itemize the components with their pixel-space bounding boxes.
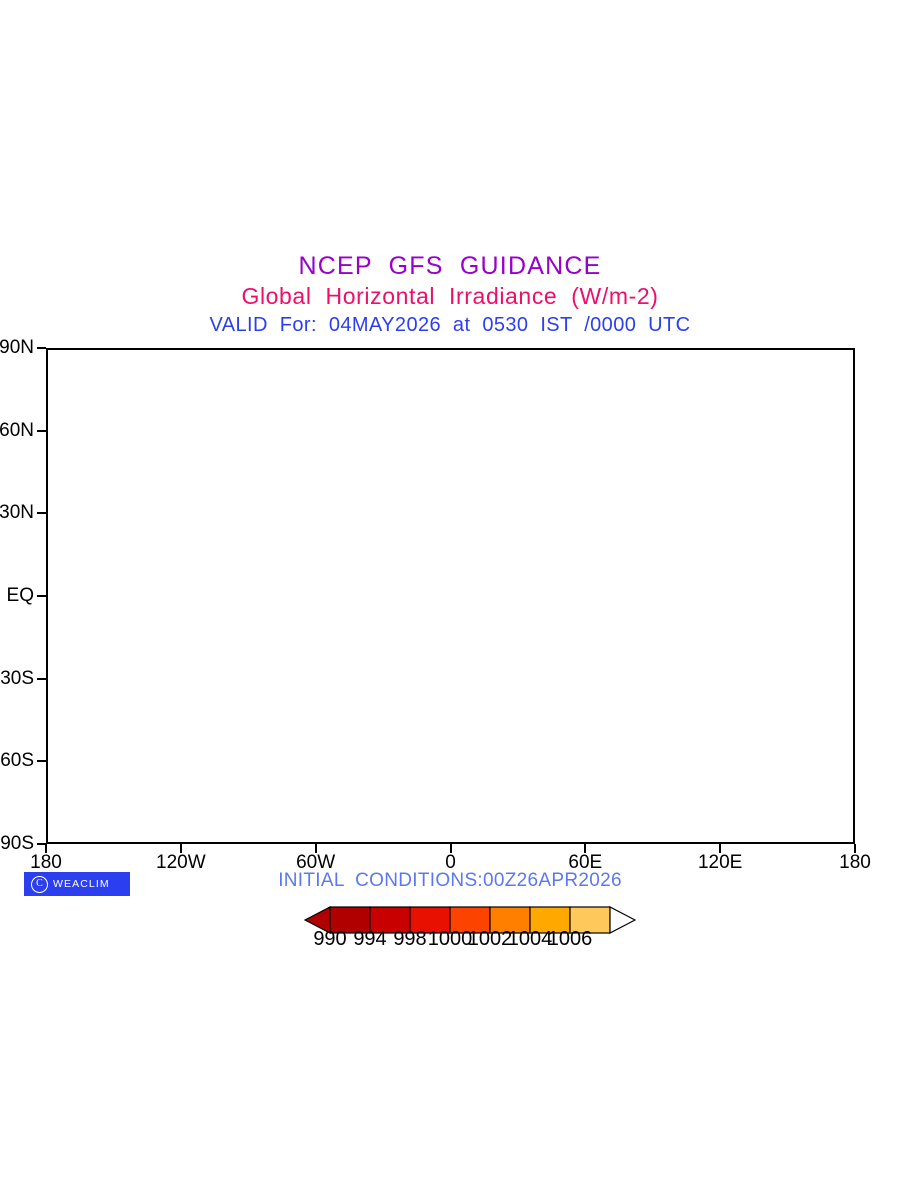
colorbar-tick-label: 1004 <box>507 928 553 950</box>
x-axis-label: 120W <box>156 852 206 873</box>
y-axis-tick <box>37 429 46 432</box>
x-axis-tick <box>314 844 317 853</box>
x-axis-tick <box>854 844 856 853</box>
x-axis-label: 60E <box>568 852 603 873</box>
x-axis-tick <box>449 844 452 853</box>
colorbar-tick-label: 994 <box>353 928 387 950</box>
colorbar-tick-label: 990 <box>313 928 347 950</box>
colorbar-cell <box>329 906 371 934</box>
x-axis-tick <box>584 844 587 853</box>
x-axis-tick <box>179 844 182 853</box>
colorbar-cell <box>569 906 611 934</box>
y-axis-label: 60S <box>0 750 34 772</box>
y-axis-tick <box>37 512 46 515</box>
x-axis-tick <box>45 844 47 853</box>
colorbar-swatches <box>304 906 636 934</box>
y-axis-tick <box>37 843 46 845</box>
y-axis-label: EQ <box>6 585 34 606</box>
page-subtitle: Global Horizontal Irradiance (W/m-2) <box>241 283 659 309</box>
valid-time-label: VALID For: 04MAY2026 at 0530 IST /0000 U… <box>209 314 691 336</box>
y-axis-tick <box>37 760 46 763</box>
colorbar-cell <box>449 906 491 934</box>
map-panel: 102810271027 102610251024 102310231023 1… <box>46 348 855 844</box>
weaclim-logo: C WEACLIM <box>24 872 130 896</box>
y-axis-tick <box>37 595 46 597</box>
weaclim-logo-text: WEACLIM <box>53 878 110 890</box>
colorbar-cell <box>489 906 531 934</box>
colorbar <box>304 906 636 934</box>
colorbar-tick-label: 998 <box>393 928 427 950</box>
x-axis-label: 180 <box>839 852 871 873</box>
y-axis-label: 30S <box>0 667 34 689</box>
y-axis-label: 90N <box>0 337 34 358</box>
copyright-icon: C <box>31 875 48 893</box>
y-axis-tick <box>37 347 46 349</box>
y-axis-label: 60N <box>0 419 34 441</box>
x-axis-label: 0 <box>445 852 456 873</box>
x-axis-tick <box>719 844 722 853</box>
x-axis-label: 60W <box>296 852 336 873</box>
colorbar-tick-label: 1000 <box>427 928 473 950</box>
colorbar-right-arrow <box>609 906 636 934</box>
title-block: NCEP GFS GUIDANCE Global Horizontal Irra… <box>0 252 900 338</box>
colorbar-tick-label: 1002 <box>467 928 513 950</box>
y-axis-tick <box>37 677 46 680</box>
colorbar-tick-labels: 990 994 998 1000 1002 1004 1006 <box>304 928 636 954</box>
y-axis-label: 30N <box>0 502 34 524</box>
x-axis-label: 120E <box>697 852 743 873</box>
map-border <box>46 348 855 844</box>
y-axis-label: 90S <box>0 833 34 854</box>
x-axis-label: 180 <box>30 852 62 873</box>
page-title: NCEP GFS GUIDANCE <box>298 252 602 280</box>
colorbar-tick-label: 1006 <box>547 928 593 950</box>
colorbar-cell <box>409 906 451 934</box>
initial-conditions-label: INITIAL CONDITIONS:00Z26APR2026 <box>278 870 622 891</box>
colorbar-cell <box>369 906 411 934</box>
